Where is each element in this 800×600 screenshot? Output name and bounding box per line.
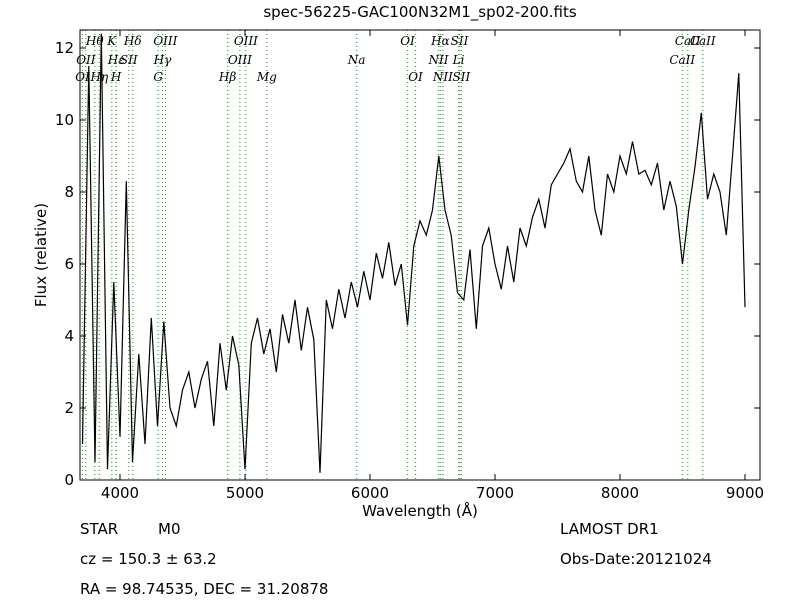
x-tick-label: 9000 (726, 484, 764, 502)
spectral-line-label: Hη (90, 70, 109, 84)
spectral-line-label: Na (347, 53, 366, 67)
x-tick-label: 7000 (476, 484, 514, 502)
y-tick-label: 2 (64, 399, 74, 417)
spectral-line-label: K (106, 34, 117, 48)
spectral-line-label: OIII (153, 34, 177, 48)
y-tick-label: 12 (55, 39, 74, 57)
x-axis-label: Wavelength (Å) (362, 501, 478, 520)
spectral-line-label: Hδ (123, 34, 142, 48)
x-tick-label: 5000 (226, 484, 264, 502)
y-tick-label: 10 (55, 111, 74, 129)
spectral-line-label: G (153, 70, 163, 84)
spectral-line-label: SII (451, 34, 469, 48)
survey: LAMOST DR1 (560, 520, 659, 538)
spectral-line-label: SII (120, 53, 138, 67)
spectral-line-label: Mg (256, 70, 277, 84)
spectral-line-label: H (110, 70, 122, 84)
spectrum-line (81, 33, 746, 473)
x-tick-label: 4000 (101, 484, 139, 502)
spectral-line-label: OI (400, 34, 415, 48)
chart-title: spec-56225-GAC100N32M1_sp02-200.fits (263, 3, 576, 22)
spectral-line-label: CaII (690, 34, 716, 48)
y-axis-label: Flux (relative) (32, 203, 50, 307)
object-class: STAR (80, 520, 118, 538)
subclass: M0 (158, 520, 181, 538)
y-tick-label: 0 (64, 471, 74, 489)
plot-frame (79, 29, 761, 481)
spectral-line-label: NII (428, 53, 449, 67)
spectral-line-label: Hε (107, 53, 125, 67)
redshift: cz = 150.3 ± 63.2 (80, 550, 217, 568)
spectral-line-label: Hθ (85, 34, 104, 48)
coordinates: RA = 98.74535, DEC = 31.20878 (80, 580, 328, 598)
spectral-line-label: NII (432, 70, 453, 84)
spectral-line-label: Hα (430, 34, 450, 48)
spectral-line-label: CaII (669, 53, 695, 67)
spectral-line-label: CaII (675, 34, 701, 48)
spectral-line-label: OI (408, 70, 423, 84)
x-tick-label: 6000 (351, 484, 389, 502)
spectral-line-label: Hβ (218, 70, 236, 84)
obs-date: Obs-Date:20121024 (560, 550, 712, 568)
y-tick-label: 8 (64, 183, 74, 201)
spectral-line-label: OIII (228, 53, 252, 67)
spectral-line-label: SII (453, 70, 471, 84)
spectral-line-label: OII (76, 53, 96, 67)
spectral-line-label: OIII (234, 34, 258, 48)
spectral-line-label: Hγ (153, 53, 172, 67)
y-tick-label: 4 (64, 327, 74, 345)
spectral-line-label: Li (452, 53, 465, 67)
spectral-line-label: OI (75, 70, 90, 84)
x-tick-label: 8000 (601, 484, 639, 502)
y-tick-label: 6 (64, 255, 74, 273)
